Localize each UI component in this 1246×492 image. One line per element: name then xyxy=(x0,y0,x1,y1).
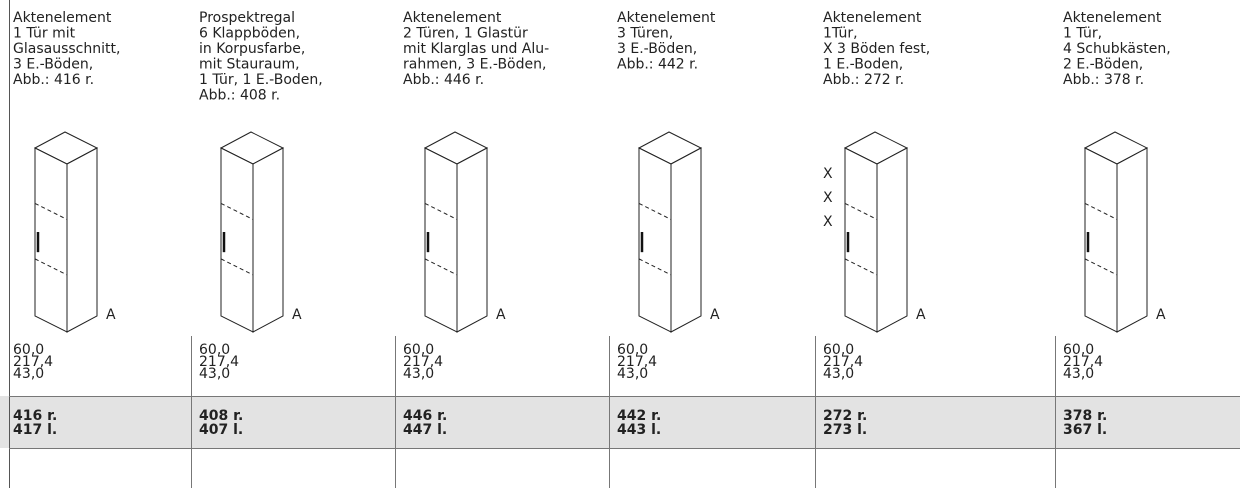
cabinet-division xyxy=(34,202,68,220)
dimension: 60,0 xyxy=(617,342,648,358)
dimension: 217,4 xyxy=(199,354,239,370)
dimension: 217,4 xyxy=(1063,354,1103,370)
dimension: 217,4 xyxy=(617,354,657,370)
cabinet-division xyxy=(34,258,68,276)
description-line: 3 E.-Böden, xyxy=(617,41,697,57)
description-line: rahmen, 3 E.-Böden, xyxy=(403,57,546,73)
description-line: 1 Tür, xyxy=(1063,26,1102,42)
description-line: Abb.: 408 r. xyxy=(199,88,280,104)
dimension: 217,4 xyxy=(403,354,443,370)
description-line: mit Klarglas und Alu- xyxy=(403,41,549,57)
cabinet-division xyxy=(844,202,878,220)
article-number: 378 r. xyxy=(1063,408,1107,424)
cabinet-side xyxy=(1116,147,1148,333)
dimension-marker: A xyxy=(292,307,302,323)
description-line: Aktenelement xyxy=(403,10,502,26)
article-number: 272 r. xyxy=(823,408,867,424)
article-number: 416 r. xyxy=(13,408,57,424)
dimension: 60,0 xyxy=(199,342,230,358)
cabinet-side xyxy=(876,147,908,333)
article-number: 443 l. xyxy=(617,422,661,438)
description-line: Aktenelement xyxy=(823,10,922,26)
article-number: 408 r. xyxy=(199,408,243,424)
description-line: 3 Türen, xyxy=(617,26,673,42)
article-number: 417 l. xyxy=(13,422,57,438)
cabinet-front xyxy=(34,147,68,333)
cabinet-division xyxy=(220,258,254,276)
description-line: X 3 Böden fest, xyxy=(823,41,930,57)
cabinet-division xyxy=(638,258,672,276)
dimension: 60,0 xyxy=(403,342,434,358)
cabinet-division xyxy=(220,202,254,220)
cabinet-side xyxy=(456,147,488,333)
cabinet-division xyxy=(844,258,878,276)
description-line: in Korpusfarbe, xyxy=(199,41,305,57)
dimension-marker: A xyxy=(496,307,506,323)
dimension: 43,0 xyxy=(1063,366,1094,382)
description-line: 2 Türen, 1 Glastür xyxy=(403,26,528,42)
cabinet-front xyxy=(220,147,254,333)
description-line: Aktenelement xyxy=(13,10,112,26)
description-line: Prospektregal xyxy=(199,10,295,26)
cabinet-side xyxy=(66,147,98,333)
dimension: 43,0 xyxy=(617,366,648,382)
description-line: Aktenelement xyxy=(1063,10,1162,26)
dimension-marker: A xyxy=(710,307,720,323)
description-line: 2 E.-Böden, xyxy=(1063,57,1143,73)
article-number: 447 l. xyxy=(403,422,447,438)
description-line: 6 Klappböden, xyxy=(199,26,300,42)
cabinet-side xyxy=(670,147,702,333)
dimension: 43,0 xyxy=(403,366,434,382)
dimension: 43,0 xyxy=(13,366,44,382)
cabinet-side xyxy=(252,147,284,333)
description-line: 1 Tür, 1 E.-Boden, xyxy=(199,72,323,88)
description-line: 1 E.-Boden, xyxy=(823,57,903,73)
description-line: Abb.: 416 r. xyxy=(13,72,94,88)
dimension-marker: A xyxy=(1156,307,1166,323)
description-line: Glasausschnitt, xyxy=(13,41,120,57)
description-line: Abb.: 442 r. xyxy=(617,57,698,73)
cabinet-front xyxy=(1084,147,1118,333)
cabinet-division xyxy=(1084,202,1118,220)
cabinet-division xyxy=(638,202,672,220)
dimension: 60,0 xyxy=(13,342,44,358)
dimension-marker: A xyxy=(916,307,926,323)
description-line: 3 E.-Böden, xyxy=(13,57,93,73)
dimension: 43,0 xyxy=(823,366,854,382)
article-number: 442 r. xyxy=(617,408,661,424)
cabinet-front xyxy=(424,147,458,333)
description-line: 1Tür, xyxy=(823,26,858,42)
shelf-mark: X xyxy=(823,166,833,182)
description-line: Abb.: 378 r. xyxy=(1063,72,1144,88)
dimension: 217,4 xyxy=(13,354,53,370)
dimension: 217,4 xyxy=(823,354,863,370)
cabinet-front xyxy=(638,147,672,333)
shelf-mark: X xyxy=(823,214,833,230)
description-line: 1 Tür mit xyxy=(13,26,76,42)
cabinet-division xyxy=(1084,258,1118,276)
article-number: 273 l. xyxy=(823,422,867,438)
cabinet-division xyxy=(424,202,458,220)
dimension: 60,0 xyxy=(823,342,854,358)
shelf-mark: X xyxy=(823,190,833,206)
description-line: Abb.: 272 r. xyxy=(823,72,904,88)
description-line: mit Stauraum, xyxy=(199,57,300,73)
description-line: Aktenelement xyxy=(617,10,716,26)
description-line: 4 Schubkästen, xyxy=(1063,41,1171,57)
dimension: 60,0 xyxy=(1063,342,1094,358)
dimension: 43,0 xyxy=(199,366,230,382)
cabinet-division xyxy=(424,258,458,276)
dimension-marker: A xyxy=(106,307,116,323)
cabinet-front xyxy=(844,147,878,333)
article-number: 367 l. xyxy=(1063,422,1107,438)
article-row-bg xyxy=(0,396,1240,448)
description-line: Abb.: 446 r. xyxy=(403,72,484,88)
article-number: 446 r. xyxy=(403,408,447,424)
article-number: 407 l. xyxy=(199,422,243,438)
